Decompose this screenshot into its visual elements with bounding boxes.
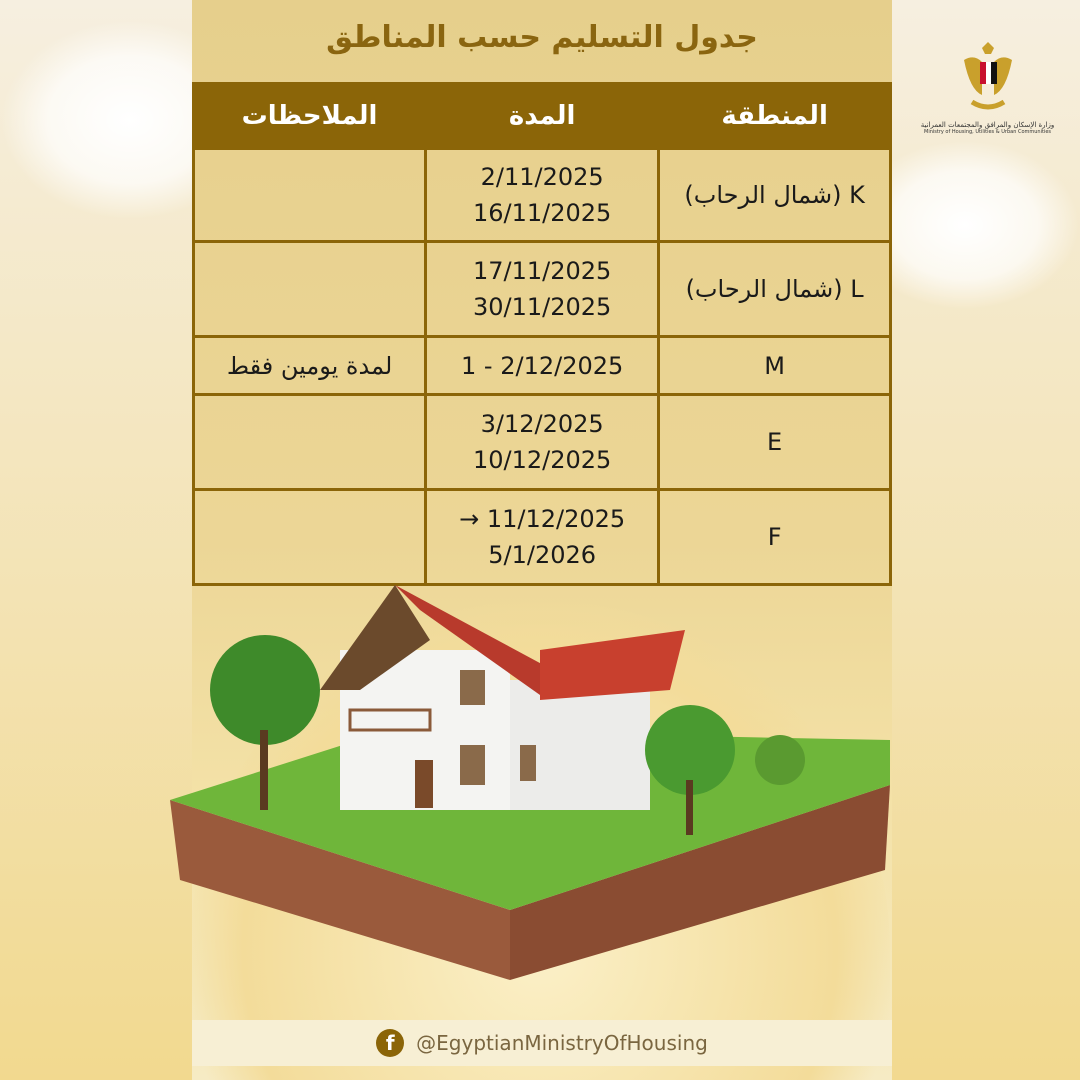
tree-trunk (260, 730, 268, 810)
table-row: M 1 - 2/12/2025 لمدة يومين فقط (191, 335, 892, 396)
delivery-schedule-table: المنطقة المدة الملاحظات K (شمال الرحاب) 2… (191, 82, 892, 586)
soil-side (510, 785, 890, 980)
end-date: 10/12/2025 (472, 446, 612, 474)
facebook-icon[interactable]: f (376, 1029, 405, 1057)
duration-cell: 17/11/2025 30/11/2025 (424, 240, 661, 338)
header-notes: الملاحظات (191, 82, 428, 150)
duration-cell: 2/11/2025 16/11/2025 (424, 147, 661, 243)
header-zone: المنطقة (657, 82, 892, 150)
roof-left (320, 585, 430, 690)
start-date: 17/11/2025 (472, 257, 612, 285)
header-duration: المدة (424, 82, 661, 150)
ministry-name-en: Ministry of Housing, Utilities & Urban C… (924, 129, 1051, 135)
eagle-emblem-icon (960, 40, 1016, 115)
roof-right (540, 630, 685, 700)
house-illustration (170, 585, 890, 980)
duration-cell: 3/12/2025 10/12/2025 (424, 393, 661, 491)
end-date: 30/11/2025 (472, 293, 612, 321)
facebook-handle[interactable]: @EgyptianMinistryOfHousing (416, 1031, 708, 1055)
window (460, 745, 485, 785)
ministry-name-ar: وزارة الإسكان والمرافق والمجتمعات العمرا… (920, 121, 1055, 129)
date-range: 1 - 2/12/2025 (461, 351, 624, 380)
end-date: 16/11/2025 (472, 199, 612, 227)
notes-cell (191, 488, 428, 586)
window (460, 670, 485, 705)
duration-cell: 1 - 2/12/2025 (424, 335, 661, 396)
start-date: 2/11/2025 (480, 163, 604, 191)
ministry-logo: وزارة الإسكان والمرافق والمجتمعات العمرا… (905, 40, 1070, 135)
table-row: E 3/12/2025 10/12/2025 (191, 393, 892, 491)
notes-cell (191, 147, 428, 243)
zone-cell: F (657, 488, 892, 586)
start-date: → 11/12/2025 (459, 505, 626, 533)
zone-cell: K (شمال الرحاب) (657, 147, 892, 243)
bush (755, 735, 805, 785)
duration-cell: → 11/12/2025 5/1/2026 (424, 488, 661, 586)
table-row: F → 11/12/2025 5/1/2026 (191, 488, 892, 586)
notes-cell: لمدة يومين فقط (191, 335, 428, 396)
page-title: جدول التسليم حسب المناطق (326, 20, 758, 55)
zone-cell: M (657, 335, 892, 396)
table-row: L (شمال الرحاب) 17/11/2025 30/11/2025 (191, 240, 892, 338)
table-row: K (شمال الرحاب) 2/11/2025 16/11/2025 (191, 147, 892, 243)
door (415, 760, 433, 808)
zone-cell: L (شمال الرحاب) (657, 240, 892, 338)
table-header-row: المنطقة المدة الملاحظات (191, 82, 892, 150)
start-date: 3/12/2025 (480, 410, 604, 438)
balcony (348, 708, 432, 732)
footer: f @EgyptianMinistryOfHousing (192, 1020, 892, 1066)
notes-cell (191, 393, 428, 491)
window (520, 745, 536, 781)
soil-front (170, 800, 510, 980)
tree-trunk (686, 780, 693, 835)
tree (645, 705, 735, 795)
notes-cell (191, 240, 428, 338)
end-date: 5/1/2026 (488, 541, 597, 569)
zone-cell: E (657, 393, 892, 491)
tree (210, 635, 320, 745)
